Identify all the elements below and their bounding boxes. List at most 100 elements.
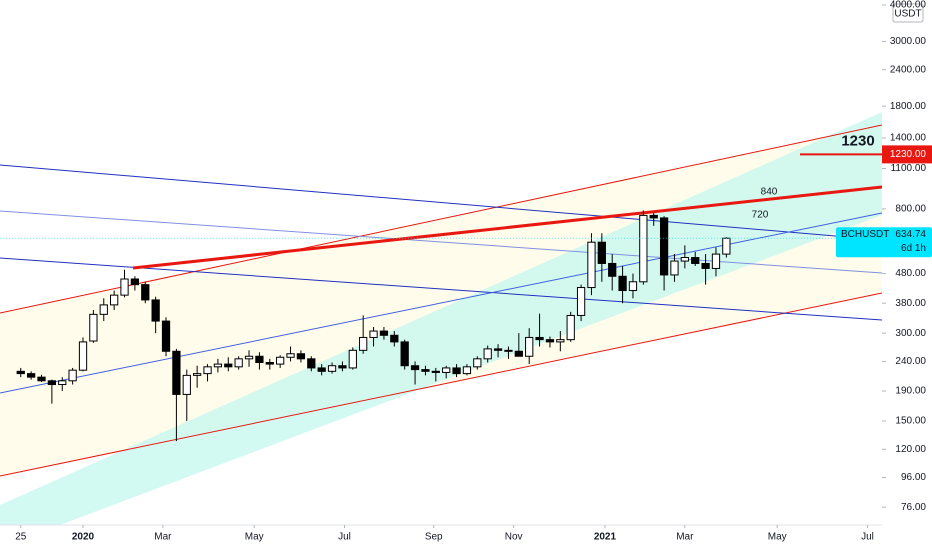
target-label: 1230	[841, 132, 874, 149]
candle-body	[359, 336, 368, 351]
channel-band	[0, 112, 882, 525]
candle-body	[47, 380, 57, 386]
y-tick-label: 480.00	[895, 268, 926, 279]
x-tick-label: Sep	[425, 532, 443, 543]
trend-line	[0, 210, 883, 274]
candle-body	[58, 380, 67, 386]
candle-body	[670, 260, 679, 276]
candle-body	[265, 361, 274, 365]
x-tick-label: Mar	[154, 532, 172, 543]
candle-body	[618, 275, 627, 292]
candle-body	[504, 349, 513, 352]
channel-shading	[0, 112, 882, 525]
trend-line	[0, 257, 883, 321]
candle-body	[711, 253, 721, 269]
candle-body	[597, 241, 606, 264]
candle-body	[203, 366, 212, 375]
candle-body	[317, 367, 326, 372]
candle-body	[493, 348, 503, 351]
x-tick-label: May	[245, 532, 264, 543]
candle-body	[556, 339, 565, 343]
x-tick-label: Mar	[676, 532, 694, 543]
candle-body	[421, 369, 430, 372]
currency-label: USDT	[894, 9, 921, 20]
candle-body	[276, 356, 285, 365]
candle-body	[172, 350, 181, 395]
candle-body	[379, 330, 389, 336]
candle-body	[224, 363, 233, 368]
candle-body	[587, 241, 596, 289]
candle-body	[89, 313, 98, 342]
candle-body	[286, 353, 295, 358]
trend-lines	[0, 124, 883, 477]
candle-body	[161, 320, 171, 352]
candle-body	[473, 358, 482, 368]
candle-body	[649, 214, 658, 219]
candle-body	[182, 374, 191, 395]
candle-body	[639, 214, 648, 283]
y-tick-label: 120.00	[895, 444, 926, 455]
y-tick-label: 1800.00	[890, 101, 927, 112]
candle-body	[566, 314, 575, 341]
y-tick-label: 300.00	[895, 328, 926, 339]
candle-body	[452, 367, 461, 375]
candle-body	[535, 336, 544, 341]
trend-line	[132, 185, 883, 270]
y-tick-label: 1400.00	[890, 133, 927, 144]
y-tick-label: 150.00	[895, 416, 926, 427]
last-price-tag	[836, 227, 932, 258]
candle-body	[442, 367, 451, 373]
candle-body	[37, 376, 46, 382]
y-tick-label: 2400.00	[890, 64, 927, 75]
candle-body	[307, 358, 316, 369]
candle-body	[151, 299, 160, 322]
candle-body	[78, 341, 88, 371]
candle-body	[338, 365, 347, 369]
candle-body	[369, 330, 378, 338]
last-price-label: 634.74	[895, 229, 926, 240]
candle-body	[722, 237, 731, 255]
candle-body	[576, 287, 586, 316]
x-tick-label: 25	[15, 532, 27, 543]
candle-body	[410, 365, 420, 371]
y-tick-label: 76.00	[901, 502, 926, 513]
candle-body	[525, 336, 534, 357]
x-tick-label: 2020	[72, 532, 95, 543]
candle-body	[234, 358, 243, 368]
candle-body	[130, 278, 140, 286]
candle-body	[255, 355, 264, 363]
y-tick-label: 4000.00	[890, 0, 927, 11]
candle-body	[628, 281, 638, 292]
candle-body	[16, 370, 25, 375]
candle-body	[691, 257, 700, 264]
trend-line	[0, 212, 883, 394]
y-tick-label: 190.00	[895, 386, 926, 397]
target-tag-label: 1230.00	[890, 149, 927, 160]
trend-line	[0, 124, 883, 314]
candle-body	[110, 294, 119, 306]
candle-body	[193, 373, 202, 376]
candle-body	[244, 355, 254, 360]
candle-body	[514, 350, 523, 357]
candle-body	[431, 370, 440, 373]
y-tick-label: 96.00	[901, 472, 926, 483]
target-tag	[882, 145, 932, 164]
candle-body	[213, 363, 223, 368]
candle-body	[390, 334, 399, 343]
x-tick-label: Jul	[338, 532, 351, 543]
candle-body	[348, 349, 357, 369]
countdown-label: 6d 1h	[901, 243, 926, 254]
x-tick-label: Nov	[505, 532, 523, 543]
currency-box	[892, 3, 924, 23]
candle-body	[120, 278, 129, 296]
trend-label: 840	[761, 187, 778, 198]
candle-body	[701, 262, 710, 269]
x-tick-label: May	[768, 532, 787, 543]
trend-label: 720	[752, 210, 769, 221]
candle-body	[400, 341, 409, 367]
y-tick-label: 800.00	[895, 204, 926, 215]
candle-body	[327, 365, 337, 372]
symbol-label: BCHUSDT	[841, 229, 889, 240]
